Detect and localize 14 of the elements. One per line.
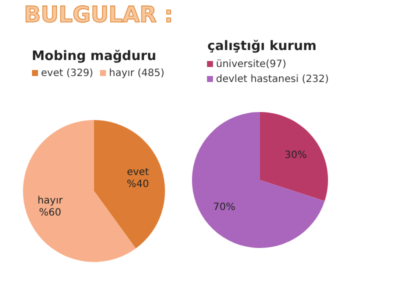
data-label: evet %40 <box>126 166 150 190</box>
legend-label: evet (329) <box>41 68 94 79</box>
pie-slice <box>192 112 325 248</box>
legend-label: üniversite(97) <box>216 59 286 70</box>
pie-slice <box>94 120 165 248</box>
text: BULGULAR : <box>24 3 174 28</box>
data-label: hayır %60 <box>37 195 64 218</box>
legend-label: devlet hastanesi (232) <box>216 74 329 85</box>
data-label: 70% <box>213 202 236 213</box>
legend-label: hayır (485) <box>109 68 164 79</box>
pie-slice <box>260 112 328 202</box>
chart-title: Mobing mağduru <box>32 49 156 64</box>
chart-title: çalıştığı kurum <box>207 39 317 54</box>
data-label: 30% <box>284 150 307 162</box>
